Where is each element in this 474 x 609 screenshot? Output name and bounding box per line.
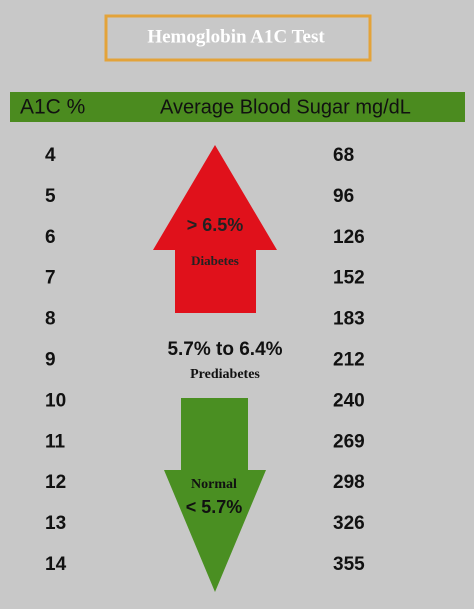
blood-sugar-value: 152	[333, 268, 365, 289]
header-blood-sugar: Average Blood Sugar mg/dL	[160, 96, 411, 118]
blood-sugar-value: 240	[333, 390, 365, 411]
blood-sugar-value: 126	[333, 227, 365, 248]
header-a1c: A1C %	[20, 96, 85, 119]
a1c-value: 5	[45, 186, 56, 207]
blood-sugar-value: 298	[333, 472, 365, 493]
blood-sugar-value: 68	[333, 145, 354, 166]
normal-arrow	[164, 398, 266, 592]
title: Hemoglobin A1C Test	[147, 26, 325, 47]
blood-sugar-value: 96	[333, 186, 354, 207]
a1c-value: 14	[45, 554, 67, 575]
a1c-value: 4	[45, 145, 56, 166]
a1c-value: 8	[45, 309, 56, 330]
blood-sugar-value: 269	[333, 431, 365, 452]
prediabetes-threshold: 5.7% to 6.4%	[167, 339, 282, 360]
blood-sugar-value: 183	[333, 309, 365, 330]
normal-label: Normal	[191, 477, 237, 492]
title-box	[104, 14, 372, 62]
a1c-value: 7	[45, 268, 56, 289]
diabetes-label: Diabetes	[191, 253, 239, 268]
blood-sugar-value: 326	[333, 513, 365, 534]
diabetes-arrow	[153, 145, 277, 313]
blood-sugar-value: 212	[333, 350, 365, 371]
a1c-value: 10	[45, 390, 66, 411]
a1c-value: 6	[45, 227, 56, 248]
prediabetes-label: Prediabetes	[190, 367, 260, 382]
a1c-value: 12	[45, 472, 66, 493]
a1c-value: 11	[45, 431, 66, 452]
a1c-value: 9	[45, 350, 56, 371]
a1c-value: 13	[45, 513, 66, 534]
diabetes-threshold: > 6.5%	[187, 215, 244, 235]
blood-sugar-value: 355	[333, 554, 365, 575]
normal-threshold: < 5.7%	[186, 497, 243, 517]
header-bar	[10, 92, 465, 122]
